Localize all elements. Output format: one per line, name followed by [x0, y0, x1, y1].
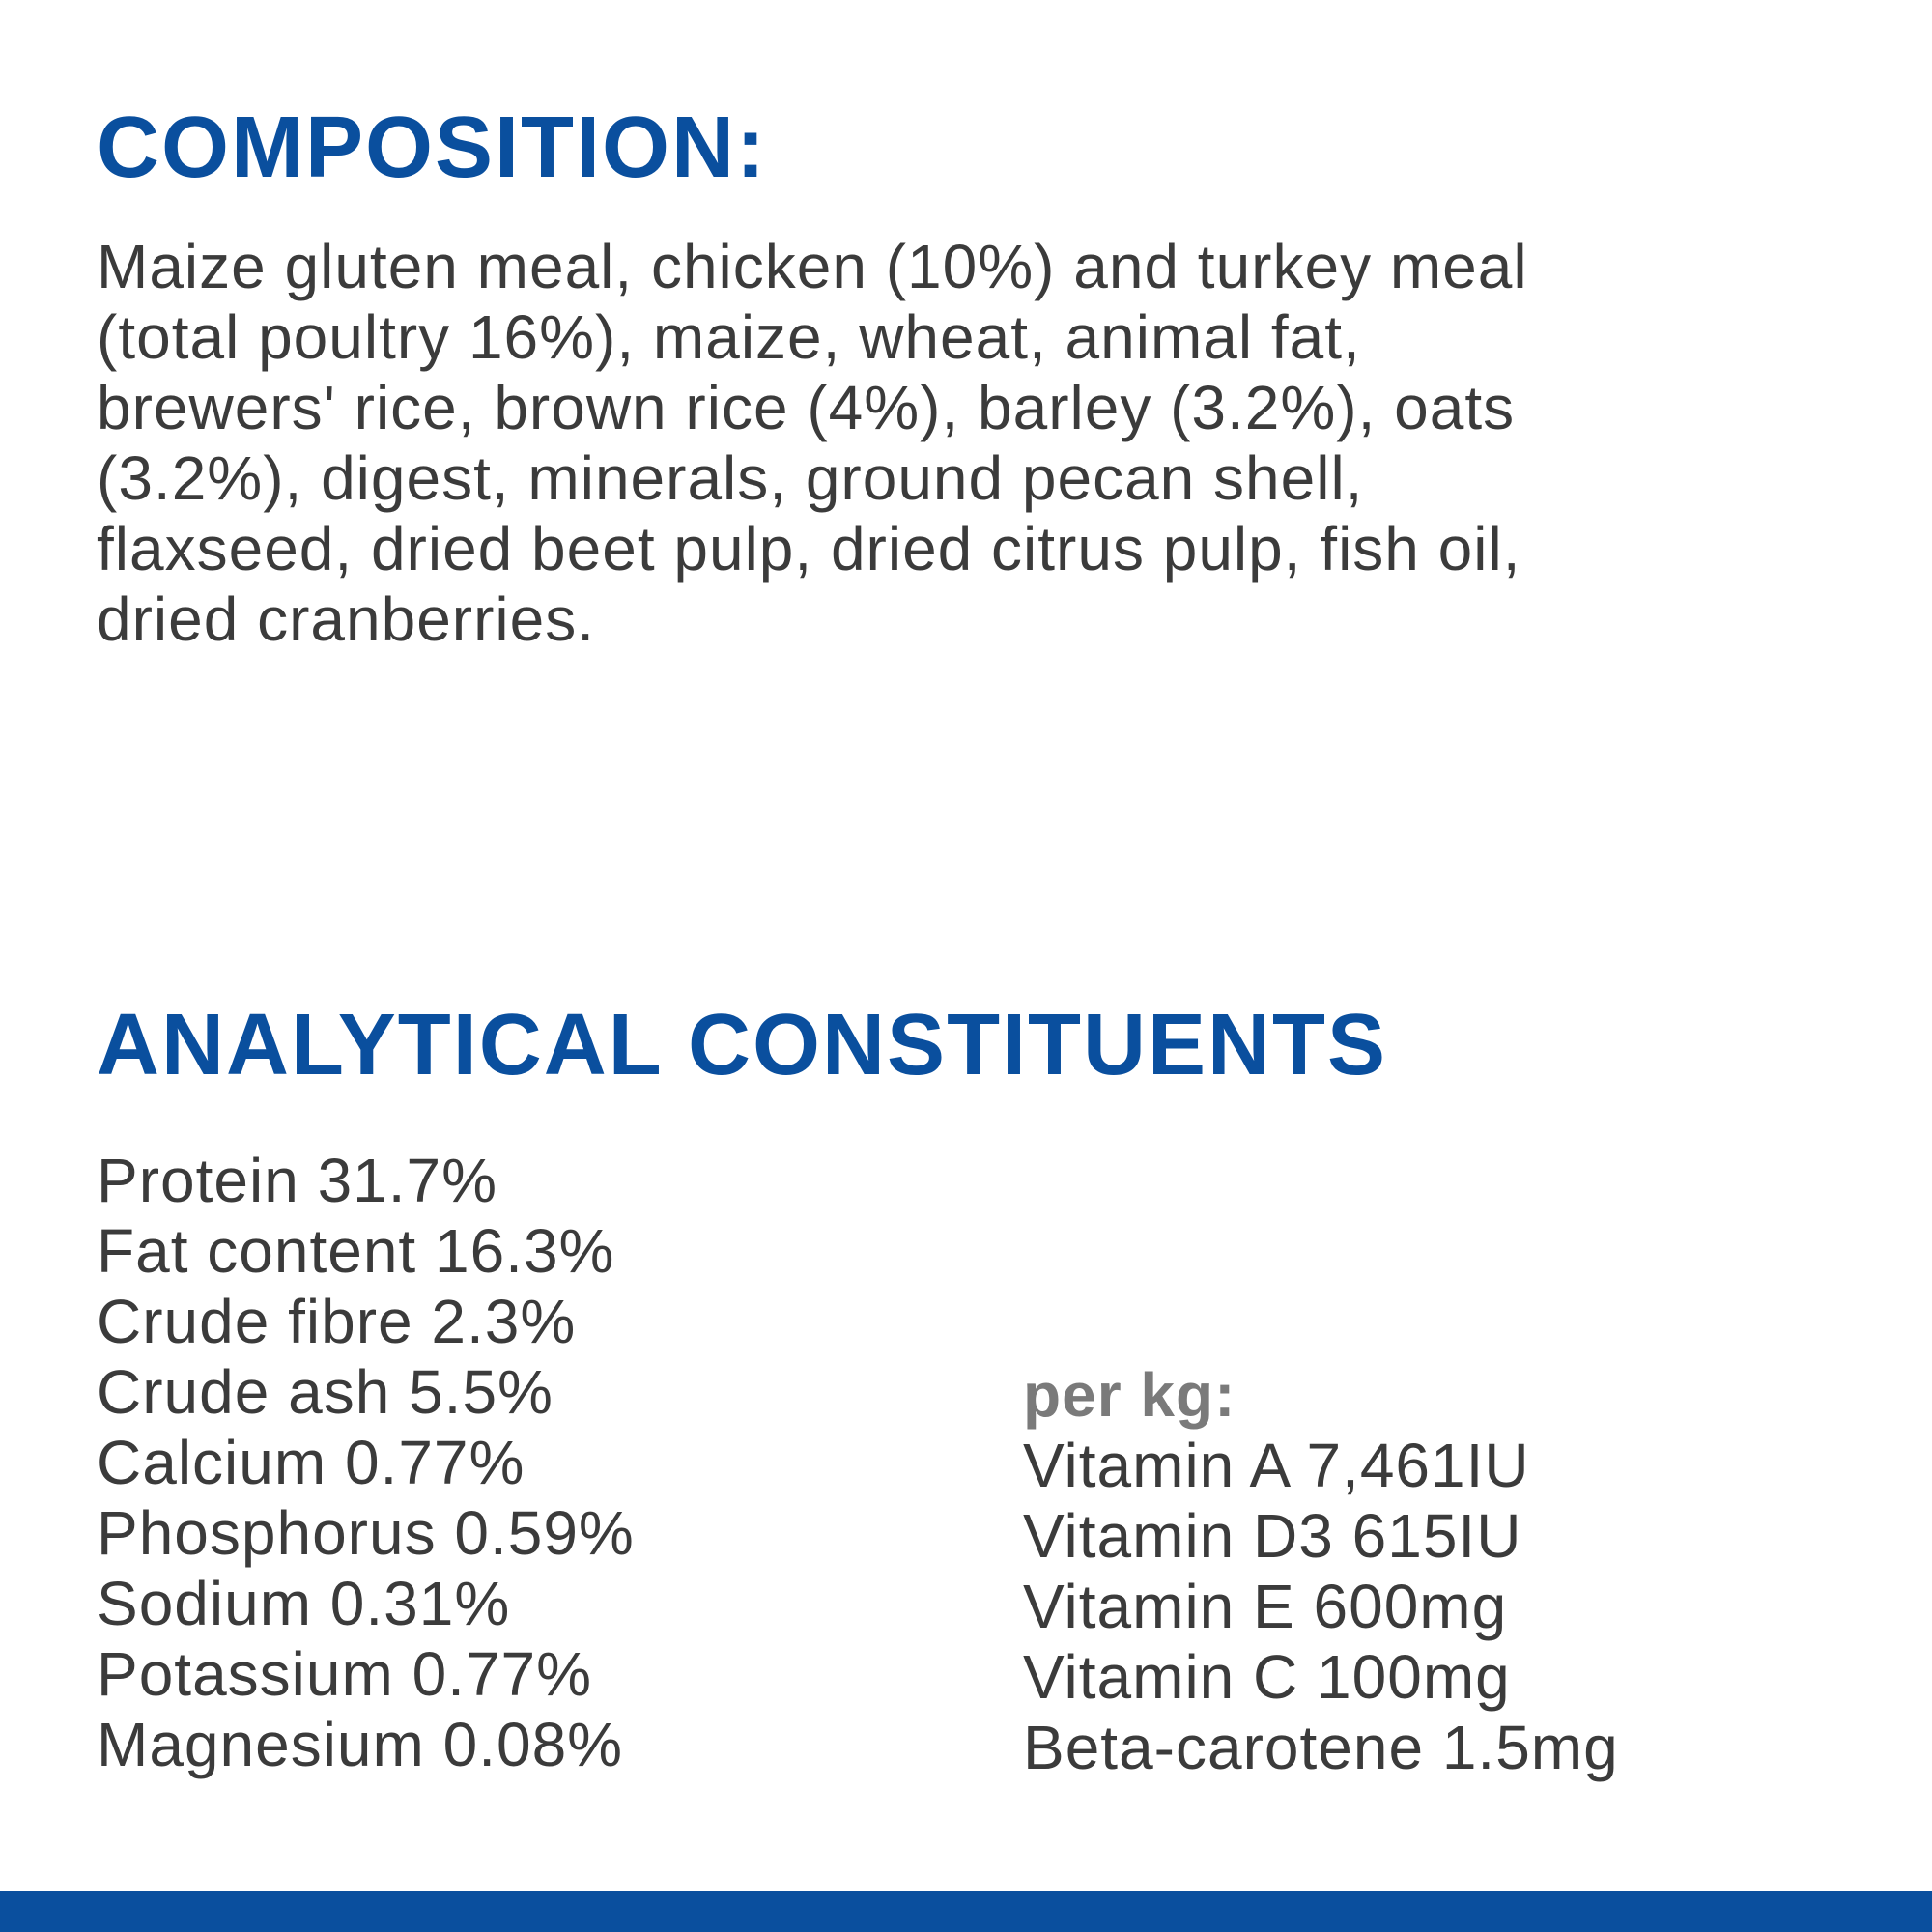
constituent: Fat content 16.3% — [97, 1216, 615, 1286]
constituent: Magnesium 0.08% — [97, 1710, 624, 1779]
composition-line: dried cranberries. — [97, 584, 595, 654]
vitamin: Vitamin C 100mg — [1023, 1642, 1511, 1712]
per-kg-block: per kg: Vitamin A 7,461IU Vitamin D3 615I… — [1023, 1360, 1619, 1783]
per-kg-list: Vitamin A 7,461IU Vitamin D3 615IU Vitamin… — [1023, 1431, 1619, 1783]
constituent: Calcium 0.77% — [97, 1428, 526, 1497]
composition-text: Maize gluten meal, chicken (10%) and tur… — [97, 232, 1528, 655]
constituent: Crude fibre 2.3% — [97, 1287, 577, 1356]
composition-line: (total poultry 16%), maize, wheat, anima… — [97, 302, 1361, 372]
composition-line: brewers' rice, brown rice (4%), barley (… — [97, 373, 1516, 442]
composition-line: (3.2%), digest, minerals, ground pecan s… — [97, 443, 1364, 513]
constituent: Phosphorus 0.59% — [97, 1498, 635, 1568]
composition-line: Maize gluten meal, chicken (10%) and tur… — [97, 232, 1528, 301]
vitamin: Vitamin A 7,461IU — [1023, 1431, 1530, 1500]
vitamin: Beta-carotene 1.5mg — [1023, 1713, 1619, 1782]
composition-line: flaxseed, dried beet pulp, dried citrus … — [97, 514, 1521, 583]
vitamin: Vitamin E 600mg — [1023, 1572, 1508, 1641]
constituent: Crude ash 5.5% — [97, 1357, 554, 1427]
constituent: Potassium 0.77% — [97, 1639, 593, 1709]
per-kg-title: per kg: — [1023, 1360, 1236, 1430]
analytical-list: Protein 31.7% Fat content 16.3% Crude fibr… — [97, 1146, 635, 1780]
vitamin: Vitamin D3 615IU — [1023, 1501, 1522, 1571]
composition-title: COMPOSITION: — [97, 99, 767, 196]
constituent: Sodium 0.31% — [97, 1569, 511, 1638]
footer-bar — [0, 1891, 1932, 1932]
constituent: Protein 31.7% — [97, 1146, 498, 1215]
analytical-title: ANALYTICAL CONSTITUENTS — [97, 997, 1388, 1094]
